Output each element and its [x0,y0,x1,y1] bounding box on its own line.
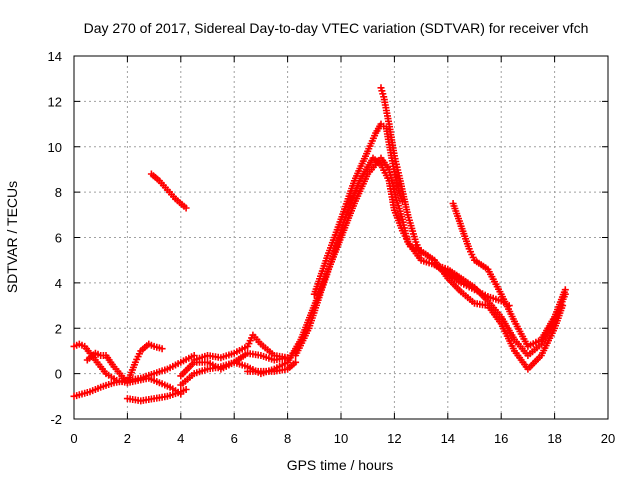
data-point [158,345,166,353]
data-points [70,84,569,405]
x-tick-label: 6 [231,431,238,446]
y-tick-label: 10 [48,140,62,155]
y-tick-label: 4 [55,276,62,291]
data-point [292,358,300,366]
data-point [182,204,190,212]
y-tick-label: 8 [55,185,62,200]
y-tick-label: -2 [50,412,62,427]
x-tick-label: 18 [547,431,561,446]
data-point [182,386,190,393]
x-tick-label: 10 [334,431,348,446]
data-point [417,249,425,257]
y-tick-label: 2 [55,321,62,336]
x-tick-label: 4 [177,431,184,446]
x-axis-label: GPS time / hours [287,457,394,473]
x-tick-label: 20 [601,431,615,446]
data-point [561,286,569,294]
x-tick-label: 16 [494,431,508,446]
axis-ticks: 0 2 4 6 8 10 12 14 16 18 20 -2 0 2 4 6 8 10 12 14 [48,49,616,446]
y-axis-label: SDTVAR / TECUs [4,181,20,293]
x-tick-label: 12 [387,431,401,446]
x-tick-label: 0 [70,431,77,446]
data-point [505,302,513,310]
y-tick-label: 6 [55,231,62,246]
grid-lines [74,56,608,419]
y-tick-label: 14 [48,49,62,64]
x-tick-label: 2 [124,431,131,446]
y-tick-label: 12 [48,94,62,109]
y-tick-label: 0 [55,367,62,382]
x-tick-label: 8 [284,431,291,446]
chart-title: Day 270 of 2017, Sidereal Day-to-day VTE… [84,20,589,36]
x-tick-label: 14 [441,431,455,446]
